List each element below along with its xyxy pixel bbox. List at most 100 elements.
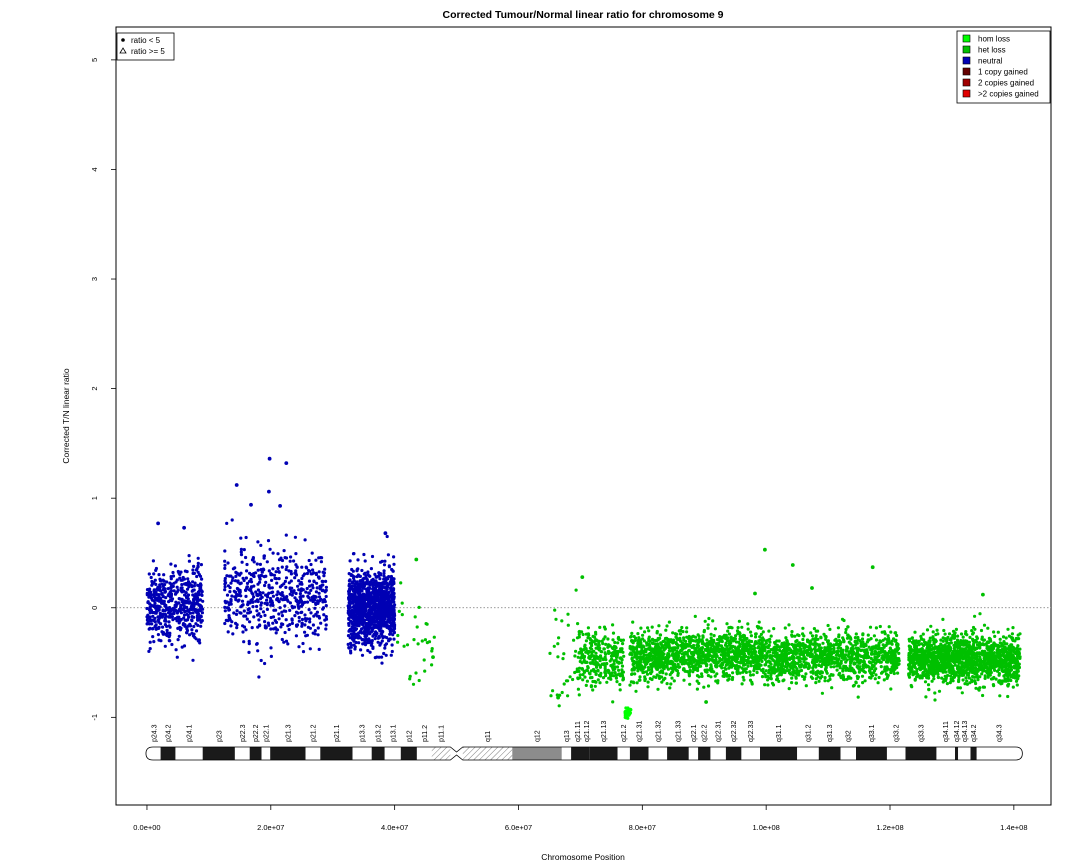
data-point [314,590,318,594]
data-point [275,597,279,602]
data-point [822,632,826,636]
data-point [173,592,178,596]
data-point [742,678,746,682]
data-point [704,664,709,668]
data-point [374,575,378,579]
data-point [175,619,179,623]
data-point [363,640,367,644]
y-tick-label: 0 [90,606,99,610]
data-point [284,618,288,622]
data-point [360,589,364,593]
data-point [417,678,421,683]
data-point [322,574,326,578]
data-point [659,650,664,654]
data-point [646,626,650,630]
data-point [259,658,263,663]
data-point [263,661,267,666]
data-point [270,601,274,605]
data-point [591,679,595,684]
data-point [235,586,239,591]
data-point [311,623,315,627]
data-point [867,645,871,649]
data-point [430,649,434,653]
data-point [741,638,746,642]
data-point [872,652,876,656]
data-point [718,659,722,663]
data-point [748,646,753,651]
data-point [152,594,156,599]
data-point [354,640,358,645]
data-point [303,613,307,617]
data-point [187,554,191,558]
x-tick-label: 2.0e+07 [257,823,284,832]
data-point [194,602,198,606]
data-point [593,657,597,661]
data-point [145,588,150,592]
data-point [317,591,321,595]
data-point [307,608,311,612]
data-point [245,617,249,621]
data-point [709,642,713,646]
data-point [669,682,673,686]
data-point [151,614,155,618]
data-point [856,695,860,699]
data-point [366,614,370,619]
data-point [358,574,362,578]
data-point [324,615,328,619]
data-point [641,633,645,637]
data-point [759,626,763,630]
data-point [382,613,386,618]
data-point [251,557,255,561]
data-point [387,638,391,642]
data-point [310,572,314,576]
data-point [799,647,803,651]
data-point [706,674,711,678]
data-point [634,636,638,640]
data-point [179,611,183,615]
data-point [380,655,384,659]
data-point [649,667,654,672]
data-point [168,590,172,594]
data-point [177,616,181,621]
data-point [233,579,238,583]
data-point [838,671,842,675]
data-point [702,628,707,633]
data-point [233,566,237,570]
data-point [199,624,203,628]
data-point [821,641,825,645]
data-point [753,652,757,656]
data-point [371,577,375,582]
data-point [367,603,371,607]
data-point [241,630,245,634]
data-point [291,606,295,610]
data-point [324,585,328,589]
data-point [297,645,301,649]
data-point [192,624,196,629]
data-point [389,653,393,657]
data-point [823,656,827,661]
data-point [695,687,700,691]
data-point [679,649,683,653]
data-point [266,539,271,543]
data-point [386,553,390,557]
data-point [223,621,227,626]
data-point [697,675,701,679]
data-point [651,656,655,661]
data-point [360,621,364,626]
data-point [749,634,754,638]
data-point [803,663,807,667]
data-point [731,671,735,675]
data-point [760,653,764,657]
data-point [352,632,356,636]
data-point [706,623,710,627]
data-point [884,672,889,676]
data-point [693,635,698,639]
data-point [877,675,881,680]
data-point [245,587,249,591]
data-point [596,678,600,682]
data-point [271,551,275,555]
data-point [223,605,227,610]
data-point [692,646,696,650]
data-point [249,598,253,603]
data-point [845,645,849,649]
